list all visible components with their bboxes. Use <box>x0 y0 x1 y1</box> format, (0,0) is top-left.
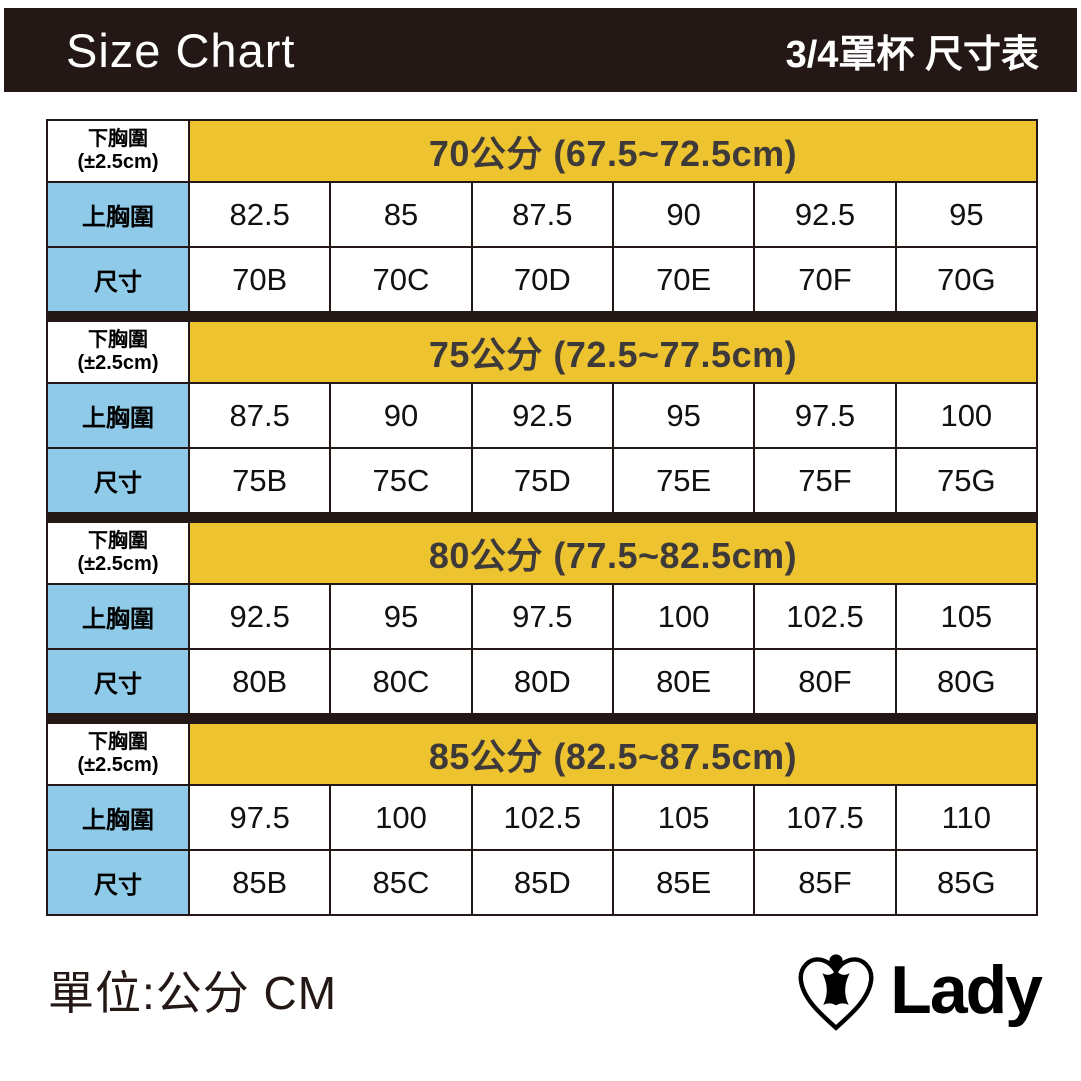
upper-bust-value: 100 <box>612 584 755 649</box>
row-label-upper-bust: 上胸圍 <box>47 182 189 247</box>
corner-label-line1: 下胸圍 <box>88 731 148 753</box>
band-header-75: 75公分 (72.5~77.5cm) <box>189 321 1037 383</box>
upper-bust-value: 110 <box>895 785 1037 850</box>
band-header-80: 80公分 (77.5~82.5cm) <box>189 522 1037 584</box>
size-value: 75F <box>754 448 896 513</box>
upper-bust-value: 105 <box>895 584 1037 649</box>
upper-bust-value: 87.5 <box>471 182 613 247</box>
size-value: 85E <box>612 850 755 915</box>
size-value: 80G <box>895 649 1037 714</box>
upper-bust-value: 90 <box>612 182 755 247</box>
upper-bust-value: 97.5 <box>189 785 331 850</box>
size-value: 80E <box>612 649 755 714</box>
row-label-upper-bust: 上胸圍 <box>47 584 189 649</box>
page-title: Size Chart <box>66 23 296 77</box>
size-value: 85G <box>895 850 1037 915</box>
upper-bust-value: 95 <box>330 584 472 649</box>
row-label-size: 尺寸 <box>47 649 189 714</box>
row-label-size: 尺寸 <box>47 448 189 513</box>
size-value: 75E <box>612 448 755 513</box>
size-value: 75D <box>471 448 613 513</box>
upper-bust-value: 100 <box>330 785 472 850</box>
row-label-size: 尺寸 <box>47 850 189 915</box>
brand-name: Lady <box>890 952 1043 1028</box>
upper-bust-value: 97.5 <box>754 383 896 448</box>
size-section-70: 下胸圍 (±2.5cm) 70公分 (67.5~72.5cm) 上胸圍 82.5… <box>46 119 1038 313</box>
section-divider <box>46 514 1038 521</box>
upper-bust-value: 87.5 <box>189 383 331 448</box>
size-value: 80B <box>189 649 331 714</box>
size-value: 70E <box>612 247 755 312</box>
size-value: 75C <box>330 448 472 513</box>
corner-cell: 下胸圍 (±2.5cm) <box>47 321 189 383</box>
size-value: 75G <box>895 448 1037 513</box>
size-chart-table: 下胸圍 (±2.5cm) 70公分 (67.5~72.5cm) 上胸圍 82.5… <box>46 119 1038 916</box>
size-value: 70F <box>754 247 896 312</box>
upper-bust-value: 107.5 <box>754 785 896 850</box>
band-header-85: 85公分 (82.5~87.5cm) <box>189 723 1037 785</box>
size-value: 70B <box>189 247 331 312</box>
size-value: 85F <box>754 850 896 915</box>
size-value: 80F <box>754 649 896 714</box>
corner-label-line2: (±2.5cm) <box>77 151 159 173</box>
footer: 單位:公分 CM Lady <box>48 944 1043 1036</box>
size-value: 75B <box>189 448 331 513</box>
upper-bust-value: 92.5 <box>754 182 896 247</box>
size-value: 80D <box>471 649 613 714</box>
corner-label-line1: 下胸圍 <box>88 530 148 552</box>
heart-lady-icon <box>798 954 874 1031</box>
corner-label-line1: 下胸圍 <box>88 329 148 351</box>
corner-label-line2: (±2.5cm) <box>77 553 159 575</box>
section-divider <box>46 715 1038 722</box>
size-section-80: 下胸圍 (±2.5cm) 80公分 (77.5~82.5cm) 上胸圍 92.5… <box>46 521 1038 715</box>
size-value: 70D <box>471 247 613 312</box>
size-value: 85D <box>471 850 613 915</box>
page-subtitle: 3/4罩杯 尺寸表 <box>785 33 1039 76</box>
size-value: 85B <box>189 850 331 915</box>
upper-bust-value: 82.5 <box>189 182 331 247</box>
upper-bust-value: 105 <box>612 785 755 850</box>
row-label-size: 尺寸 <box>47 247 189 312</box>
size-value: 70G <box>895 247 1037 312</box>
title-bar: Size Chart 3/4罩杯 尺寸表 <box>4 8 1077 92</box>
upper-bust-value: 95 <box>895 182 1037 247</box>
corner-cell: 下胸圍 (±2.5cm) <box>47 522 189 584</box>
corner-label-line2: (±2.5cm) <box>77 352 159 374</box>
section-divider <box>46 313 1038 320</box>
band-header-70: 70公分 (67.5~72.5cm) <box>189 120 1037 182</box>
upper-bust-value: 85 <box>330 182 472 247</box>
corner-label-line1: 下胸圍 <box>88 128 148 150</box>
size-section-85: 下胸圍 (±2.5cm) 85公分 (82.5~87.5cm) 上胸圍 97.5… <box>46 722 1038 916</box>
upper-bust-value: 102.5 <box>754 584 896 649</box>
corner-label-line2: (±2.5cm) <box>77 754 159 776</box>
size-value: 80C <box>330 649 472 714</box>
upper-bust-value: 95 <box>612 383 755 448</box>
upper-bust-value: 92.5 <box>189 584 331 649</box>
brand-logo: Lady <box>792 944 1043 1036</box>
upper-bust-value: 92.5 <box>471 383 613 448</box>
size-value: 70C <box>330 247 472 312</box>
corner-cell: 下胸圍 (±2.5cm) <box>47 120 189 182</box>
row-label-upper-bust: 上胸圍 <box>47 383 189 448</box>
unit-note: 單位:公分 CM <box>48 967 338 1019</box>
upper-bust-value: 90 <box>330 383 472 448</box>
upper-bust-value: 102.5 <box>471 785 613 850</box>
size-value: 85C <box>330 850 472 915</box>
corner-cell: 下胸圍 (±2.5cm) <box>47 723 189 785</box>
row-label-upper-bust: 上胸圍 <box>47 785 189 850</box>
upper-bust-value: 97.5 <box>471 584 613 649</box>
upper-bust-value: 100 <box>895 383 1037 448</box>
size-section-75: 下胸圍 (±2.5cm) 75公分 (72.5~77.5cm) 上胸圍 87.5… <box>46 320 1038 514</box>
